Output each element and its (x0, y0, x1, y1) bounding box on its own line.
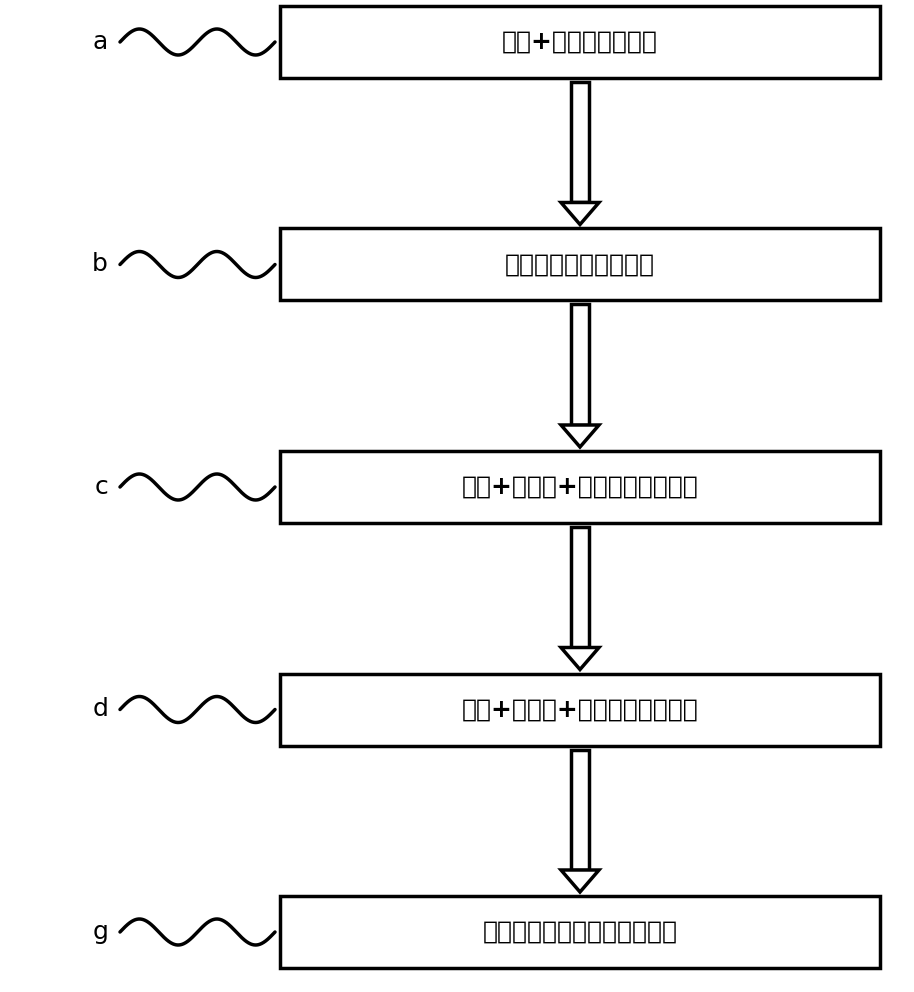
Polygon shape (561, 202, 599, 224)
FancyBboxPatch shape (280, 451, 880, 523)
Text: a: a (92, 30, 108, 54)
FancyBboxPatch shape (280, 228, 880, 301)
Polygon shape (561, 648, 599, 670)
FancyBboxPatch shape (280, 6, 880, 78)
Text: g: g (92, 920, 108, 944)
Polygon shape (561, 870, 599, 892)
Polygon shape (571, 750, 589, 870)
Text: 丙酮浸泡及超声波清洗: 丙酮浸泡及超声波清洗 (505, 253, 655, 277)
Text: 硫酸+双氧水加热浸泡: 硫酸+双氧水加热浸泡 (502, 30, 658, 54)
Text: d: d (92, 697, 108, 721)
Polygon shape (571, 527, 589, 648)
Text: b: b (92, 253, 108, 277)
FancyBboxPatch shape (280, 674, 880, 746)
Text: 盐酸+双氧水+去离子水加热浸泡: 盐酸+双氧水+去离子水加热浸泡 (462, 697, 698, 721)
Polygon shape (571, 82, 589, 202)
Polygon shape (561, 425, 599, 447)
Text: c: c (94, 475, 108, 499)
FancyBboxPatch shape (280, 896, 880, 968)
Polygon shape (571, 305, 589, 425)
Text: 氨水+双氧水+去离子水加热浸泡: 氨水+双氧水+去离子水加热浸泡 (462, 475, 698, 499)
Text: 去离子水冲洗，高速旋转甩干: 去离子水冲洗，高速旋转甩干 (483, 920, 677, 944)
